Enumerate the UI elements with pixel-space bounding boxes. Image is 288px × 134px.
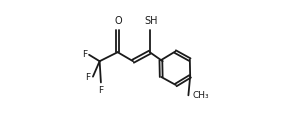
Text: F: F bbox=[86, 73, 91, 82]
Text: CH₃: CH₃ bbox=[193, 91, 209, 100]
Text: F: F bbox=[98, 86, 103, 95]
Text: O: O bbox=[114, 16, 122, 27]
Text: F: F bbox=[82, 50, 87, 59]
Text: SH: SH bbox=[145, 16, 158, 26]
